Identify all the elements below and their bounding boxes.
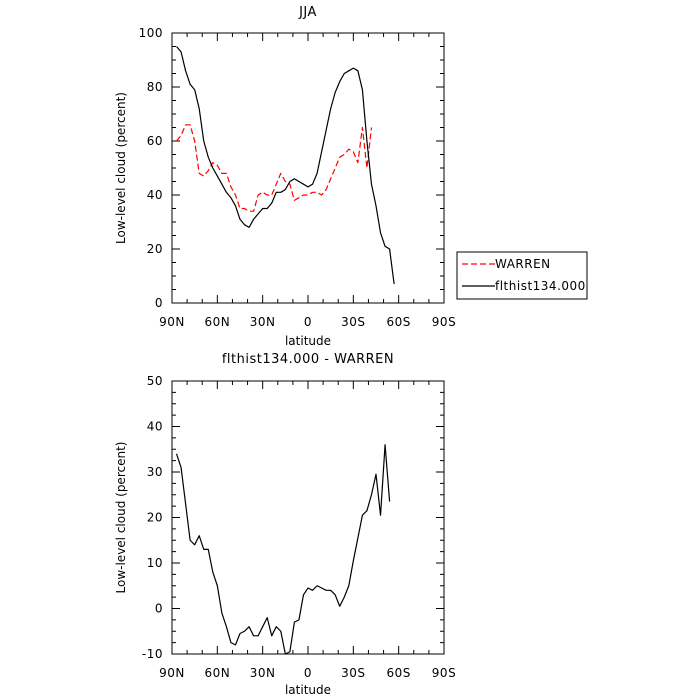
x-tick-label: 60N: [204, 666, 230, 680]
legend-label: flthist134.000: [495, 279, 586, 293]
chart-title: JJA: [298, 5, 317, 20]
y-tick-label: 0: [155, 296, 163, 310]
legend: WARREN flthist134.000: [456, 251, 588, 300]
y-tick-label: 20: [147, 242, 163, 256]
x-tick-label: 30N: [250, 666, 276, 680]
chart-title: flthist134.000 - WARREN: [222, 352, 394, 367]
y-tick-label: 20: [147, 511, 163, 525]
x-tick-label: 60S: [386, 315, 410, 329]
y-axis-label: Low-level cloud (percent): [114, 442, 128, 594]
y-tick-label: 60: [147, 134, 163, 148]
x-tick-label: 0: [304, 315, 312, 329]
y-tick-label: 30: [147, 465, 163, 479]
y-tick-label: 100: [139, 26, 163, 40]
x-tick-label: 60N: [204, 315, 230, 329]
x-tick-label: 30N: [250, 315, 276, 329]
x-tick-label: 90N: [159, 666, 185, 680]
x-tick-label: 0: [304, 666, 312, 680]
x-tick-label: 30S: [341, 315, 365, 329]
y-tick-label: 10: [147, 556, 163, 570]
x-axis-label: latitude: [285, 683, 331, 697]
x-tick-label: 90N: [159, 315, 185, 329]
y-tick-label: 40: [147, 420, 163, 434]
plot-frame: [171, 380, 445, 655]
series-line-difference: [175, 444, 391, 655]
series-line-warren: [176, 124, 373, 212]
y-tick-label: 50: [147, 374, 163, 388]
x-tick-label: 30S: [341, 666, 365, 680]
x-tick-label: 60S: [386, 666, 410, 680]
y-tick-label: 40: [147, 188, 163, 202]
y-tick-label: 0: [155, 602, 163, 616]
series-line-flthist134-000: [176, 46, 395, 285]
legend-label: WARREN: [495, 257, 551, 271]
x-tick-label: 90S: [432, 666, 456, 680]
chart-bottom-panel: flthist134.000 - WARREN 90N 60N 30N 0 30S 60S 9…: [114, 352, 456, 697]
y-tick-label: -10: [142, 647, 163, 661]
y-axis-label: Low-level cloud (percent): [114, 92, 128, 244]
x-axis-label: latitude: [285, 334, 331, 348]
x-tick-label: 90S: [432, 315, 456, 329]
legend-box: [456, 251, 588, 300]
y-tick-label: 80: [147, 80, 163, 94]
chart-top-panel: JJA 90N 60N 30N 0 30S 60S 90S 0 20 40 60 80 100 latitu…: [114, 5, 588, 348]
